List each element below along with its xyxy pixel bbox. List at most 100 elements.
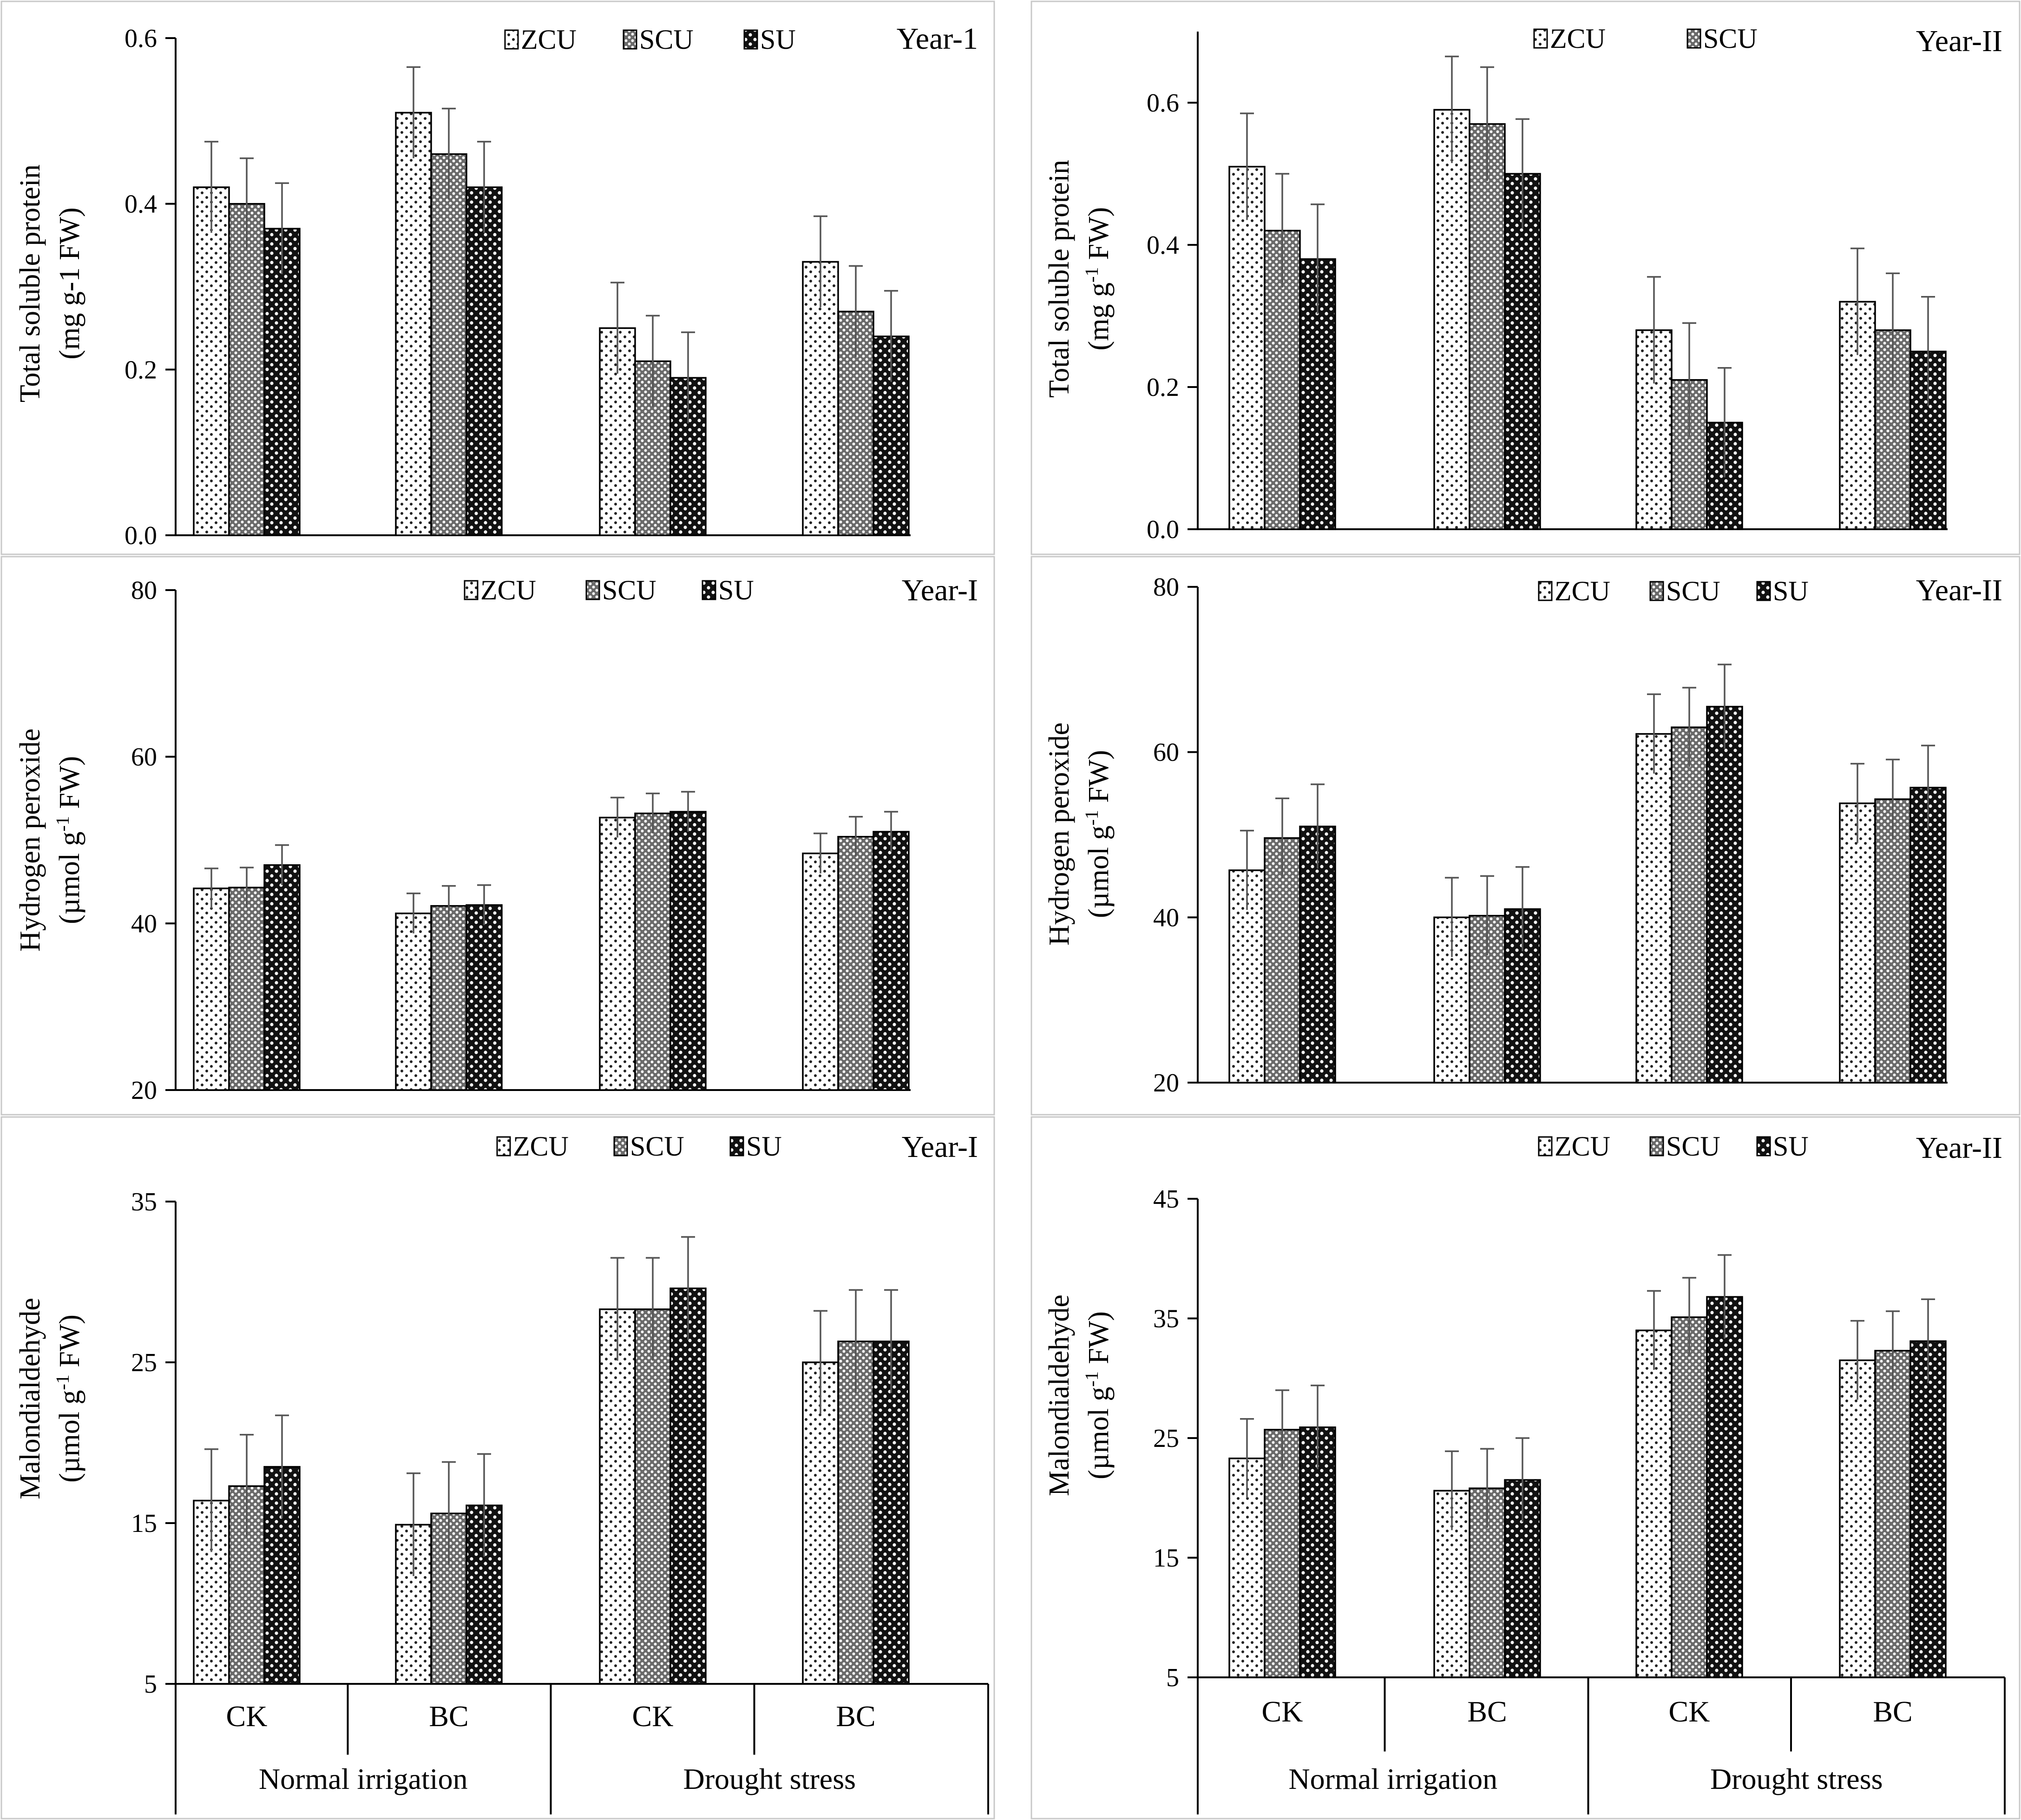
error-bar-zcu-3 bbox=[610, 1257, 624, 1361]
bar-zcu-2 bbox=[1433, 109, 1470, 530]
panel-border bbox=[0, 1116, 995, 1820]
bar-su-3 bbox=[669, 811, 707, 1091]
error-bar-scu-1 bbox=[240, 867, 254, 908]
error-bar-zcu-4 bbox=[814, 832, 827, 874]
bar-su-4 bbox=[873, 831, 910, 1091]
bar-su-2 bbox=[1504, 173, 1541, 530]
bar-su-4 bbox=[873, 1340, 910, 1685]
bar-scu-1 bbox=[228, 203, 265, 536]
error-bar-su-1 bbox=[275, 844, 289, 885]
panel-4: 20 40 60 80 ZCU SCU SU Year-II Hydrogen peroxide… bbox=[1030, 556, 2021, 1116]
panel-2: 0.0 0.2 0.4 0.6 ZCU SCU Year-II Total soluble p… bbox=[1030, 0, 2021, 555]
y-tick-label: 80 bbox=[1153, 573, 1179, 602]
error-bar-su-4 bbox=[1921, 296, 1935, 407]
panel-border bbox=[0, 0, 995, 555]
bar-zcu-1 bbox=[1228, 165, 1266, 530]
panel-border bbox=[1030, 1116, 2021, 1820]
y-axis-unit: (µmol g-1 FW) bbox=[1081, 750, 1115, 918]
bar-scu-4 bbox=[837, 836, 874, 1091]
bar-zcu-1 bbox=[193, 186, 230, 536]
error-bar-scu-1 bbox=[240, 157, 254, 250]
bar-zcu-4 bbox=[802, 852, 839, 1091]
bar-scu-4 bbox=[1874, 798, 1911, 1084]
y-tick-label: 20 bbox=[1153, 1069, 1179, 1097]
error-bar-scu-4 bbox=[849, 1289, 863, 1393]
error-bar-zcu-3 bbox=[610, 282, 624, 374]
legend-item-scu: SCU bbox=[585, 575, 656, 605]
error-bar-zcu-3 bbox=[1647, 276, 1661, 384]
bar-su-1 bbox=[1299, 825, 1336, 1084]
panel-year-label: Year-I bbox=[902, 573, 978, 607]
x-axis-table: CK BC CK BC Normal irrigation Drought stress bbox=[1197, 1676, 2006, 1814]
x-category-label: BC bbox=[1873, 1695, 1912, 1728]
y-axis-unit: (µmol g-1 FW) bbox=[52, 756, 85, 924]
legend-item-zcu: ZCU bbox=[504, 24, 577, 55]
bar-zcu-4 bbox=[1839, 802, 1876, 1084]
error-bar-scu-1 bbox=[1275, 1389, 1289, 1469]
bar-scu-1 bbox=[228, 887, 265, 1091]
panel-border bbox=[0, 556, 995, 1116]
error-bar-zcu-4 bbox=[1850, 1320, 1864, 1400]
bar-zcu-1 bbox=[193, 887, 230, 1091]
panel-year-label: Year-II bbox=[1916, 1131, 2002, 1165]
y-axis-unit: (µmol g-1 FW) bbox=[52, 1314, 85, 1483]
y-axis-label: Total soluble protein bbox=[14, 164, 46, 402]
legend-item-scu: SCU bbox=[1686, 23, 1758, 54]
y-tick-label: 25 bbox=[131, 1348, 157, 1377]
legend-item-su: SU bbox=[743, 24, 796, 55]
x-category-label: CK bbox=[632, 1700, 674, 1733]
error-bar-scu-2 bbox=[442, 107, 456, 200]
error-bar-scu-4 bbox=[849, 265, 863, 357]
error-bar-su-1 bbox=[1311, 1384, 1325, 1469]
y-tick-label: 20 bbox=[131, 1076, 157, 1105]
error-bar-scu-2 bbox=[1480, 875, 1494, 956]
legend-item-su: SU bbox=[729, 1131, 782, 1162]
error-bar-su-2 bbox=[477, 884, 491, 925]
legend-item-scu: SCU bbox=[1649, 576, 1720, 606]
panel-5: 5 15 25 35 ZCU SCU SU Year-I Malondialdehyde (µmo… bbox=[0, 1116, 995, 1820]
legend-item-su: SU bbox=[1756, 576, 1809, 606]
y-axis-label: Malondialdehyde bbox=[14, 1298, 46, 1499]
legend-item-scu: SCU bbox=[613, 1131, 684, 1162]
bar-su-4 bbox=[1909, 787, 1947, 1084]
error-bar-su-2 bbox=[1516, 866, 1529, 952]
bar-scu-1 bbox=[1264, 1429, 1301, 1678]
legend-label: SCU bbox=[630, 1131, 684, 1162]
y-axis-label: Malondialdehyde bbox=[1043, 1294, 1075, 1496]
legend-label: ZCU bbox=[513, 1131, 569, 1162]
error-bar-su-3 bbox=[681, 331, 695, 424]
y-tick-label: 0.6 bbox=[1147, 89, 1179, 118]
legend-item-zcu: ZCU bbox=[496, 1131, 569, 1162]
legend-label: SU bbox=[746, 1131, 782, 1162]
y-tick-label: 0.0 bbox=[1147, 515, 1179, 544]
error-bar-zcu-4 bbox=[1850, 247, 1864, 355]
bar-zcu-3 bbox=[599, 816, 636, 1091]
error-bar-scu-3 bbox=[1682, 687, 1696, 767]
bar-zcu-3 bbox=[1635, 733, 1673, 1084]
y-axis-unit: (µmol g-1 FW) bbox=[1081, 1311, 1115, 1479]
legend-label: SCU bbox=[602, 575, 656, 605]
panel-border bbox=[1030, 556, 2021, 1116]
y-tick-label: 5 bbox=[1166, 1663, 1179, 1692]
legend-label: ZCU bbox=[480, 575, 536, 605]
error-bar-zcu-2 bbox=[407, 1472, 420, 1577]
error-bar-su-3 bbox=[681, 791, 695, 832]
bar-su-3 bbox=[1706, 706, 1743, 1084]
x-category-label: CK bbox=[1262, 1695, 1303, 1728]
bar-scu-3 bbox=[634, 1308, 671, 1685]
error-bar-zcu-1 bbox=[204, 141, 218, 233]
bar-su-1 bbox=[263, 228, 301, 536]
y-axis-label: Total soluble protein bbox=[1043, 160, 1075, 398]
legend-label: SCU bbox=[1703, 23, 1758, 54]
x-category-label: BC bbox=[836, 1700, 875, 1733]
legend-item-zcu: ZCU bbox=[1533, 23, 1606, 54]
y-tick-label: 0.2 bbox=[125, 355, 157, 384]
error-bar-su-4 bbox=[1921, 1298, 1935, 1383]
x-category-label: CK bbox=[226, 1700, 268, 1733]
error-bar-su-1 bbox=[1311, 204, 1325, 314]
y-axis-label: Hydrogen peroxide bbox=[1043, 723, 1075, 946]
legend-label: SU bbox=[718, 575, 754, 605]
error-bar-zcu-2 bbox=[1445, 1450, 1459, 1531]
bar-zcu-3 bbox=[599, 1308, 636, 1685]
y-tick-label: 0.6 bbox=[125, 24, 157, 53]
